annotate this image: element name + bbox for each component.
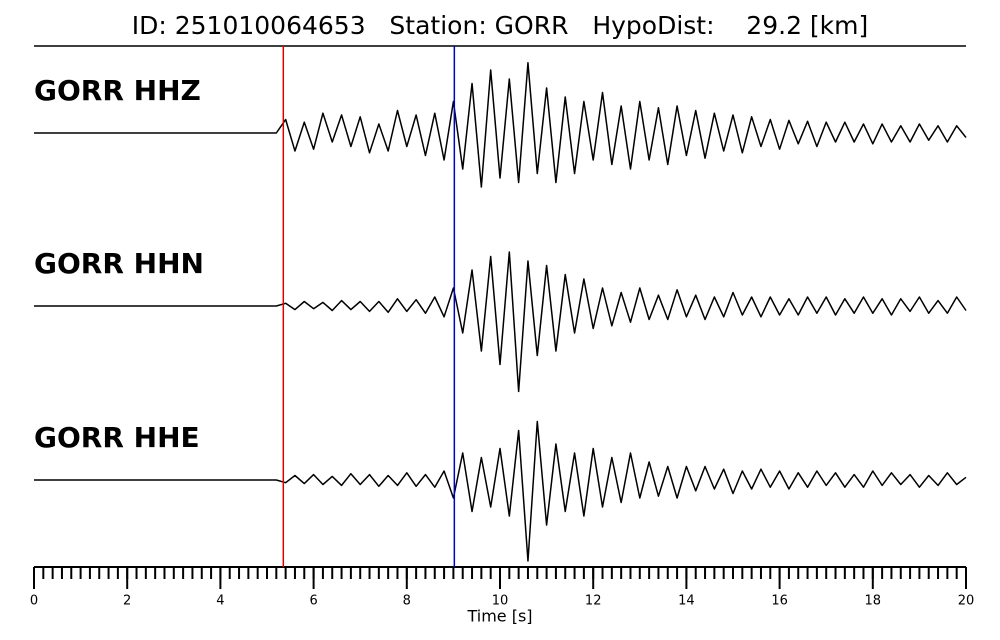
x-tick-label: 6	[309, 594, 317, 609]
waveform	[34, 420, 967, 562]
x-tick-label: 20	[958, 594, 975, 609]
chart-title: ID: 251010064653 Station: GORR HypoDist:…	[132, 11, 869, 40]
x-tick-label: 8	[403, 594, 411, 609]
x-tick-label: 12	[585, 594, 602, 609]
x-tick-label: 16	[771, 594, 788, 609]
trace-label: GORR HHN	[34, 247, 204, 280]
x-tick-label: 14	[678, 594, 695, 609]
trace-label: GORR HHE	[34, 421, 200, 454]
x-tick-label: 0	[30, 594, 38, 609]
waveform	[34, 62, 967, 188]
x-axis-label: Time [s]	[466, 607, 532, 626]
x-tick-label: 10	[492, 594, 509, 609]
x-tick-label: 4	[216, 594, 224, 609]
x-tick-label: 18	[865, 594, 882, 609]
trace-label: GORR HHZ	[34, 74, 201, 107]
waveform	[34, 251, 967, 393]
x-tick-label: 2	[123, 594, 131, 609]
